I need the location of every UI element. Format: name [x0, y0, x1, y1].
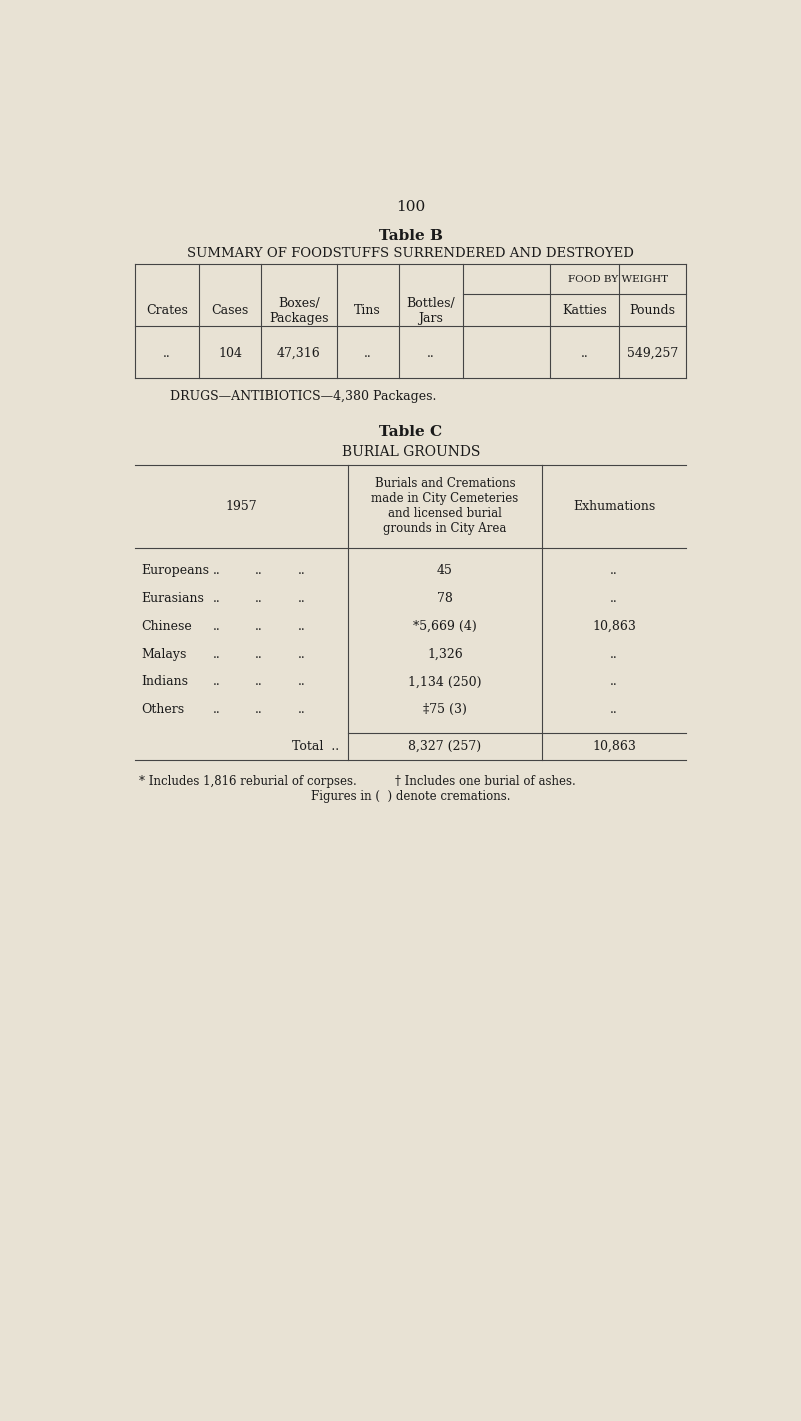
Text: ..: .. [610, 564, 618, 577]
Text: † Includes one burial of ashes.: † Includes one burial of ashes. [395, 774, 575, 787]
Text: 549,257: 549,257 [627, 347, 678, 360]
Text: ..: .. [298, 648, 305, 661]
Text: ..: .. [212, 648, 220, 661]
Text: SUMMARY OF FOODSTUFFS SURRENDERED AND DESTROYED: SUMMARY OF FOODSTUFFS SURRENDERED AND DE… [187, 247, 634, 260]
Text: ..: .. [212, 620, 220, 632]
Text: 1,326: 1,326 [427, 648, 463, 661]
Text: Table C: Table C [380, 425, 442, 439]
Text: ..: .. [610, 703, 618, 716]
Text: 78: 78 [437, 593, 453, 605]
Text: Table B: Table B [379, 229, 443, 243]
Text: ..: .. [163, 347, 171, 360]
Text: ..: .. [298, 593, 305, 605]
Text: Others: Others [141, 703, 184, 716]
Text: ..: .. [256, 703, 263, 716]
Text: ..: .. [581, 347, 589, 360]
Text: 47,316: 47,316 [277, 347, 320, 360]
Text: 10,863: 10,863 [592, 620, 636, 632]
Text: ..: .. [298, 620, 305, 632]
Text: 8,327 (257): 8,327 (257) [409, 739, 481, 753]
Text: ..: .. [212, 703, 220, 716]
Text: ‡75 (3): ‡75 (3) [423, 703, 467, 716]
Text: Pounds: Pounds [630, 304, 676, 317]
Text: ..: .. [364, 347, 372, 360]
Text: ..: .. [298, 675, 305, 688]
Text: Total  ..: Total .. [292, 739, 339, 753]
Text: Katties: Katties [562, 304, 607, 317]
Text: 100: 100 [396, 200, 425, 215]
Text: ..: .. [212, 564, 220, 577]
Text: Europeans: Europeans [141, 564, 209, 577]
Text: * Includes 1,816 reburial of corpses.: * Includes 1,816 reburial of corpses. [139, 774, 356, 787]
Text: 1,134 (250): 1,134 (250) [409, 675, 481, 688]
Text: 45: 45 [437, 564, 453, 577]
Text: ..: .. [256, 564, 263, 577]
Text: BURIAL GROUNDS: BURIAL GROUNDS [342, 445, 480, 459]
Text: 10,863: 10,863 [592, 739, 636, 753]
Text: ..: .. [298, 703, 305, 716]
Text: Boxes/
Packages: Boxes/ Packages [269, 297, 328, 324]
Text: ..: .. [212, 593, 220, 605]
Text: ..: .. [256, 675, 263, 688]
Text: DRUGS—ANTIBIOTICS—4,380 Packages.: DRUGS—ANTIBIOTICS—4,380 Packages. [170, 389, 437, 402]
Text: Chinese: Chinese [141, 620, 192, 632]
Text: Crates: Crates [147, 304, 188, 317]
Text: ..: .. [610, 675, 618, 688]
Text: ..: .. [256, 620, 263, 632]
Text: Cases: Cases [211, 304, 249, 317]
Text: ..: .. [610, 593, 618, 605]
Text: ..: .. [212, 675, 220, 688]
Text: Tins: Tins [354, 304, 380, 317]
Text: Figures in (  ) denote cremations.: Figures in ( ) denote cremations. [311, 790, 511, 803]
Text: Malays: Malays [141, 648, 187, 661]
Text: 1957: 1957 [226, 500, 257, 513]
Text: Burials and Cremations
made in City Cemeteries
and licensed burial
grounds in Ci: Burials and Cremations made in City Ceme… [372, 477, 518, 536]
Text: ..: .. [610, 648, 618, 661]
Text: 104: 104 [219, 347, 243, 360]
Text: Indians: Indians [141, 675, 188, 688]
Text: ..: .. [298, 564, 305, 577]
Text: *5,669 (4): *5,669 (4) [413, 620, 477, 632]
Text: Bottles/
Jars: Bottles/ Jars [406, 297, 455, 324]
Text: Eurasians: Eurasians [141, 593, 204, 605]
Text: ..: .. [427, 347, 434, 360]
Text: ..: .. [256, 648, 263, 661]
Text: FOOD BY WEIGHT: FOOD BY WEIGHT [568, 276, 668, 284]
Text: ..: .. [256, 593, 263, 605]
Text: Exhumations: Exhumations [573, 500, 655, 513]
